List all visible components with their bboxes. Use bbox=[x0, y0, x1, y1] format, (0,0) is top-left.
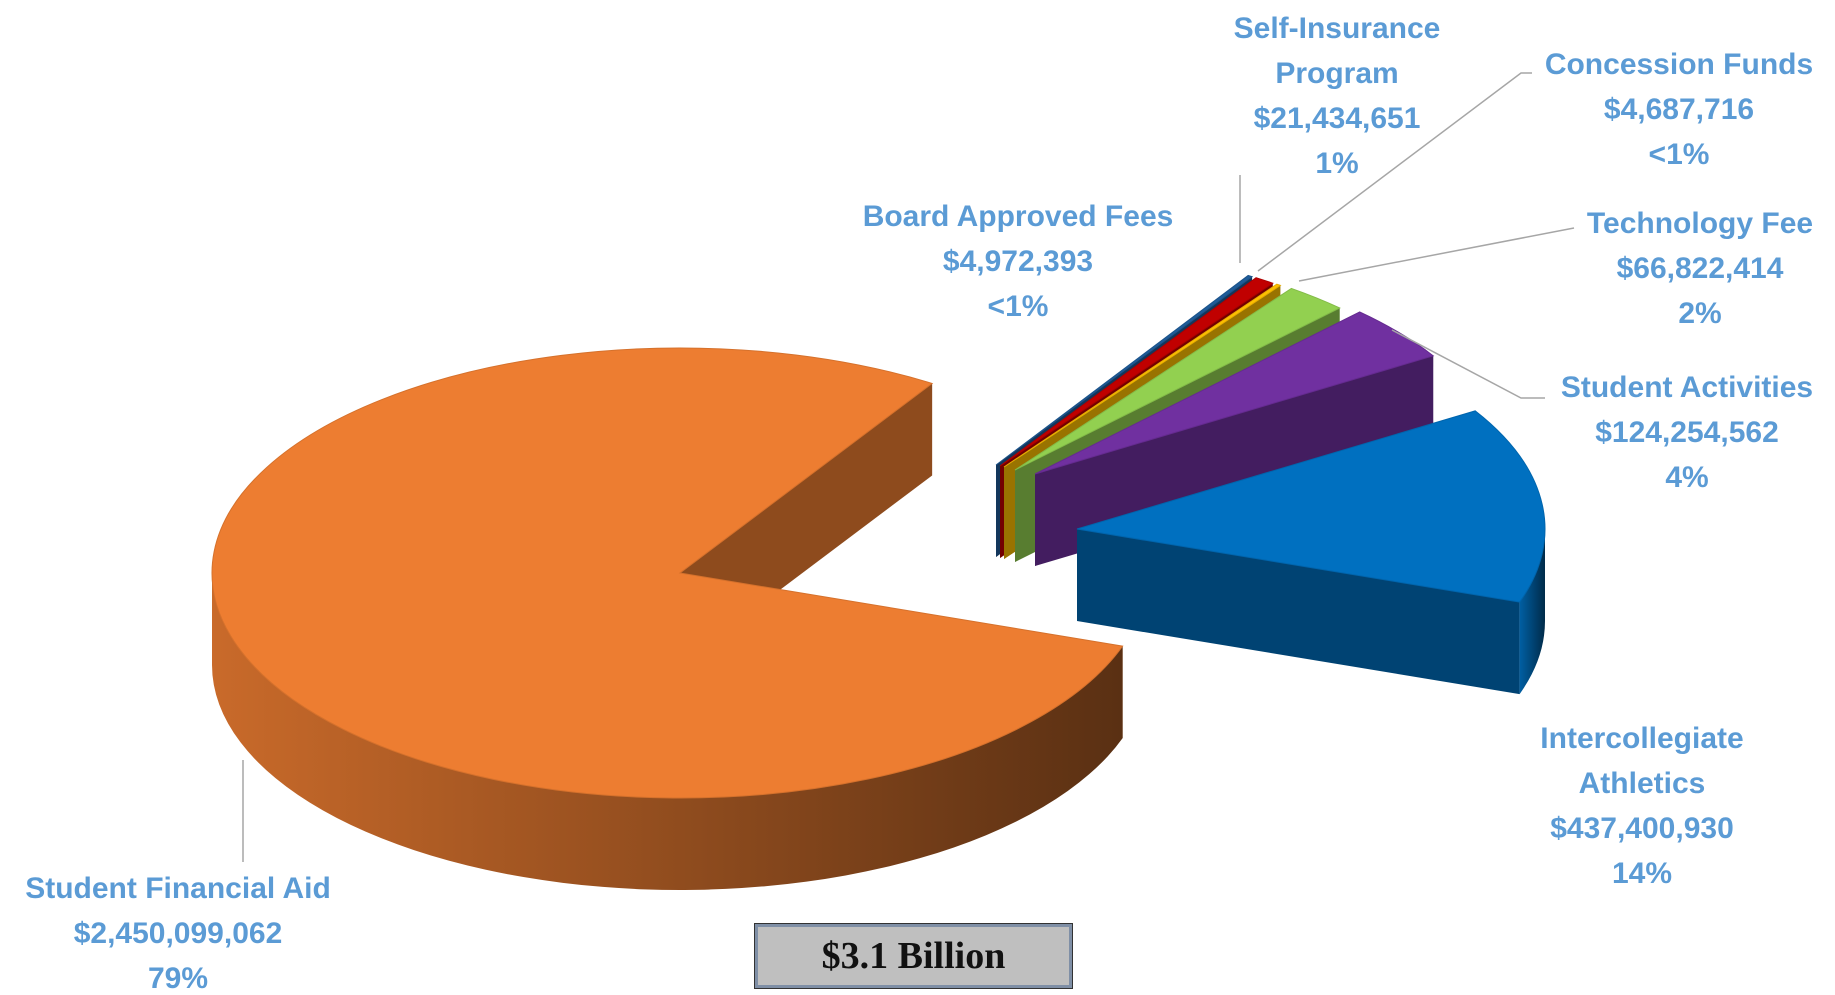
slices bbox=[211, 274, 1546, 890]
slice-value: $2,450,099,062 bbox=[73, 917, 283, 950]
slice-label: Intercollegiate Athletics $437,400,930 14% bbox=[1512, 716, 1772, 896]
slice bbox=[1003, 283, 1282, 468]
slice-name: Student Financial Aid bbox=[25, 872, 331, 905]
slice-percent: 1% bbox=[1315, 147, 1359, 180]
leader-lines bbox=[242, 72, 1575, 862]
slice-value: $4,687,716 bbox=[1603, 93, 1755, 126]
slice-percent: 2% bbox=[1678, 297, 1722, 330]
slice-percent: 79% bbox=[147, 962, 209, 995]
slice-name: Technology Fee bbox=[1586, 207, 1814, 240]
slice-side-wall bbox=[1519, 529, 1545, 695]
slice-label: Self-Insurance Program $21,434,651 1% bbox=[1212, 6, 1462, 186]
slice bbox=[1076, 410, 1546, 603]
slice-value: $21,434,651 bbox=[1253, 102, 1421, 135]
slice-value: $437,400,930 bbox=[1550, 812, 1734, 845]
total-label: $3.1 Billion bbox=[754, 923, 1073, 989]
slice-name: Concession Funds bbox=[1544, 48, 1814, 81]
slice-value: $4,972,393 bbox=[942, 245, 1094, 278]
slice bbox=[999, 277, 1274, 467]
slice-name: Board Approved Fees bbox=[862, 200, 1174, 233]
slice-percent: <1% bbox=[1648, 138, 1710, 171]
slice-side-wall bbox=[212, 573, 1123, 890]
slice-label: Student Activities $124,254,562 4% bbox=[1537, 365, 1835, 500]
slice bbox=[1014, 287, 1341, 471]
slice-percent: 14% bbox=[1611, 857, 1673, 890]
slice-label: Concession Funds $4,687,716 <1% bbox=[1529, 42, 1829, 177]
leader-line bbox=[1391, 329, 1545, 399]
slice-percent: 4% bbox=[1665, 461, 1709, 494]
slice-name: Self-Insurance Program bbox=[1233, 12, 1441, 90]
leader-line bbox=[1257, 72, 1532, 272]
slice-label: Student Financial Aid $2,450,099,062 79% bbox=[0, 866, 358, 995]
slice bbox=[211, 347, 1124, 799]
slice bbox=[995, 274, 1254, 466]
slice-name: Intercollegiate Athletics bbox=[1540, 722, 1744, 800]
slice-percent: <1% bbox=[987, 290, 1049, 323]
slice-cut-wall bbox=[1077, 529, 1520, 695]
slice-label: Board Approved Fees $4,972,393 <1% bbox=[848, 194, 1188, 329]
slice-value: $124,254,562 bbox=[1595, 416, 1779, 449]
leader-line bbox=[1298, 227, 1575, 282]
slice-label: Technology Fee $66,822,414 2% bbox=[1555, 201, 1835, 336]
slice bbox=[1034, 311, 1435, 475]
slice-value: $66,822,414 bbox=[1616, 252, 1784, 285]
slice-name: Student Activities bbox=[1560, 371, 1814, 404]
